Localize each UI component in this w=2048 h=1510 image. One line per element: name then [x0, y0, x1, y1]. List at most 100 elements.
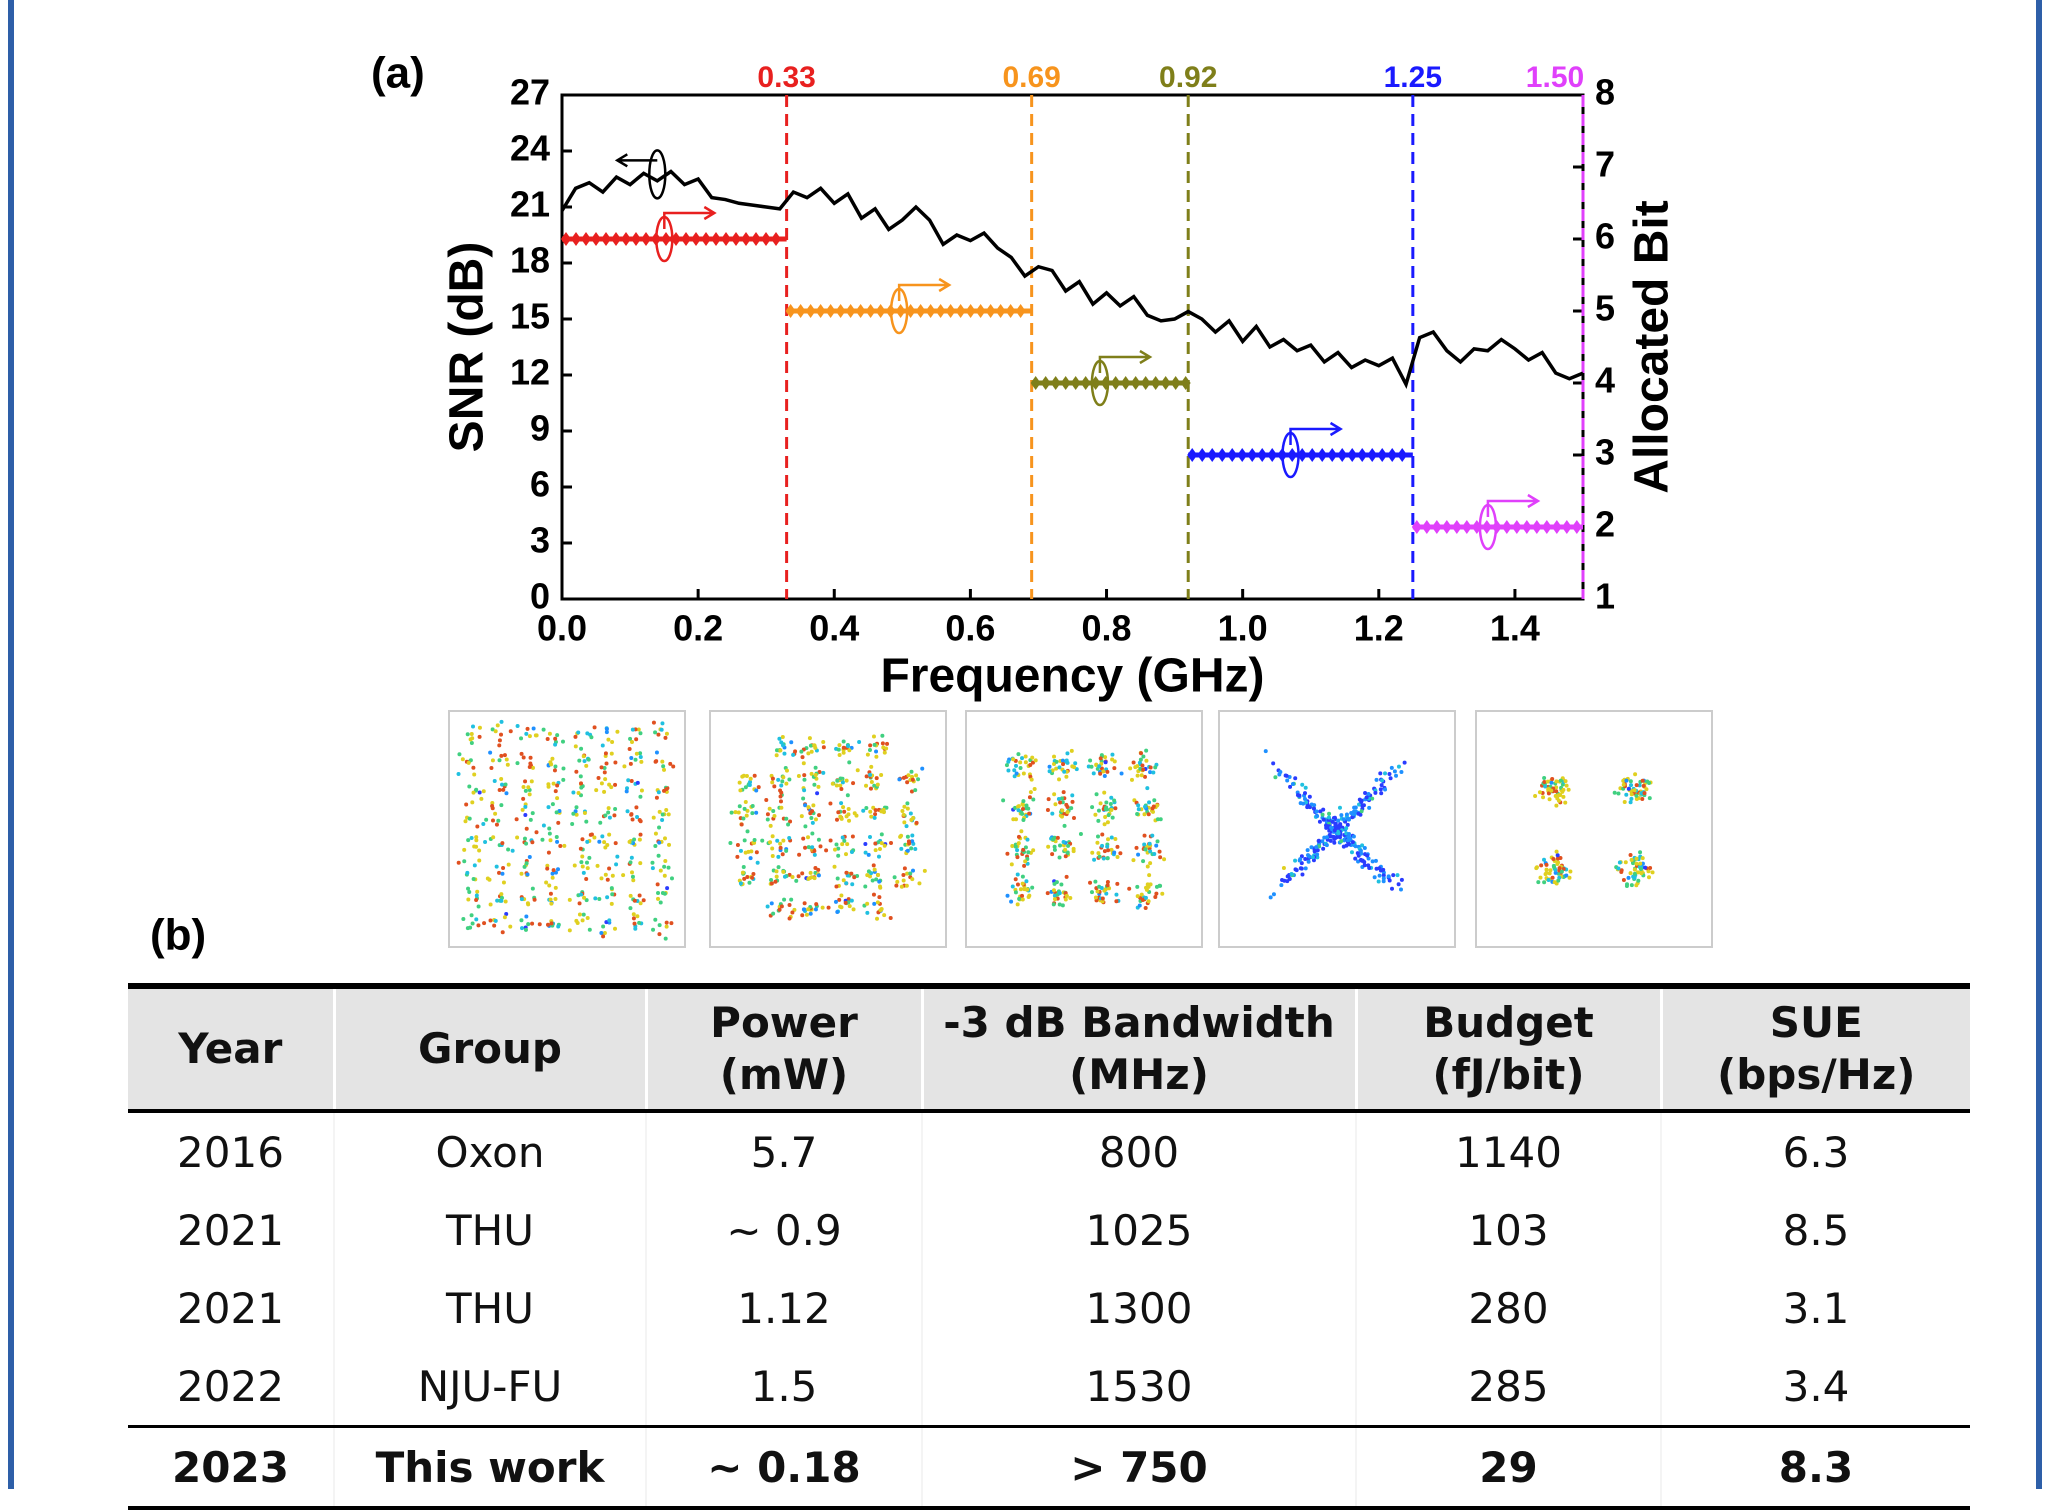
constellation-dot	[1286, 874, 1290, 878]
constellation-dot	[656, 882, 660, 886]
constellation-dot	[1024, 879, 1028, 883]
constellation-dot	[1088, 881, 1092, 885]
constellation-dot	[837, 743, 841, 747]
constellation-dot	[586, 916, 590, 920]
constellation-dot	[1024, 760, 1028, 764]
constellation-dot	[1094, 896, 1098, 900]
constellation-dot	[814, 817, 818, 821]
constellation-dot	[1153, 765, 1157, 769]
constellation-dot	[475, 890, 479, 894]
constellation-dot	[1072, 847, 1076, 851]
constellation-dot	[827, 906, 831, 910]
constellation-dot	[782, 898, 786, 902]
diamond	[1347, 448, 1357, 462]
constellation-dot	[1551, 857, 1555, 861]
constellation-dot	[1324, 824, 1328, 828]
constellation-dot	[876, 900, 880, 904]
constellation-dot	[547, 805, 551, 809]
constellation-dot	[801, 755, 805, 759]
constellation-dot	[1136, 894, 1140, 898]
constellation	[710, 711, 946, 947]
constellation-dot	[1351, 840, 1355, 844]
constellation-dot	[779, 740, 783, 744]
constellation-dot	[581, 918, 585, 922]
constellation-dot	[864, 851, 868, 855]
constellation-dot	[1383, 788, 1387, 792]
constellation-dot	[730, 811, 734, 815]
constellation-dot	[551, 802, 555, 806]
constellation-dot	[501, 788, 505, 792]
constellation-dot	[1069, 806, 1073, 810]
constellation-dot	[1154, 892, 1158, 896]
constellation-dot	[493, 812, 497, 816]
constellation-dot	[828, 802, 832, 806]
constellation-dot	[741, 817, 745, 821]
constellation-dot	[778, 788, 782, 792]
constellation-dot	[652, 721, 656, 725]
diamond	[771, 232, 781, 246]
constellation-dot	[1057, 777, 1061, 781]
constellation-dot	[584, 764, 588, 768]
constellation-dot	[1052, 902, 1056, 906]
constellation-dot	[626, 809, 630, 813]
constellation-dot	[1633, 876, 1637, 880]
constellation-dot	[544, 880, 548, 884]
constellation-dot	[768, 840, 772, 844]
constellation-dot	[1158, 855, 1162, 859]
constellation-dot	[745, 814, 749, 818]
table-cell: This work	[334, 1427, 646, 1509]
constellation-dot	[507, 863, 511, 867]
constellation-dot	[852, 907, 856, 911]
diamond	[1111, 376, 1121, 390]
diamond	[926, 304, 936, 318]
diamond	[846, 304, 856, 318]
table-cell: 1530	[922, 1347, 1356, 1427]
table-cell: 1140	[1356, 1111, 1661, 1191]
constellation-dot	[778, 842, 782, 846]
constellation-dot	[1107, 813, 1111, 817]
constellation-dot	[867, 869, 871, 873]
constellation-dot	[632, 912, 636, 916]
constellation-dot	[874, 749, 878, 753]
constellation-dot	[506, 763, 510, 767]
constellation-dot	[880, 832, 884, 836]
constellation-dot	[1030, 778, 1034, 782]
constellation-dot	[475, 824, 479, 828]
constellation-dot	[880, 734, 884, 738]
constellation-dot	[502, 880, 506, 884]
constellation-dot	[613, 761, 617, 765]
constellation-dot	[468, 926, 472, 930]
constellation-dot	[1046, 808, 1050, 812]
constellation-dot	[635, 914, 639, 918]
constellation-dot	[817, 838, 821, 842]
y2-tick-label: 7	[1595, 144, 1615, 185]
constellation-dot	[471, 766, 475, 770]
constellation-dot	[1030, 886, 1034, 890]
constellation-dot	[520, 926, 524, 930]
constellation-dot	[523, 813, 527, 817]
constellation-dot	[574, 744, 578, 748]
constellation-dot	[775, 875, 779, 879]
diamond	[741, 232, 751, 246]
constellation-dot	[806, 751, 810, 755]
constellation-dot	[1113, 806, 1117, 810]
constellation-dot	[1304, 786, 1308, 790]
constellation-frame	[1476, 711, 1712, 947]
constellation-dot	[783, 875, 787, 879]
constellation-dot	[842, 746, 846, 750]
diamond	[621, 232, 631, 246]
constellation-dot	[885, 742, 889, 746]
constellation-dot	[741, 871, 745, 875]
constellation-dot	[1332, 841, 1336, 845]
diamond	[1337, 448, 1347, 462]
diamond	[1552, 520, 1562, 534]
constellation-dot	[1645, 780, 1649, 784]
diamond	[1247, 448, 1257, 462]
constellation-dot	[1337, 831, 1341, 835]
constellation-dot	[868, 748, 872, 752]
constellation-dot	[549, 838, 553, 842]
header-text: Year	[178, 1024, 282, 1073]
constellation-dot	[629, 812, 633, 816]
header-text: Group	[418, 1024, 562, 1073]
constellation-dot	[802, 773, 806, 777]
